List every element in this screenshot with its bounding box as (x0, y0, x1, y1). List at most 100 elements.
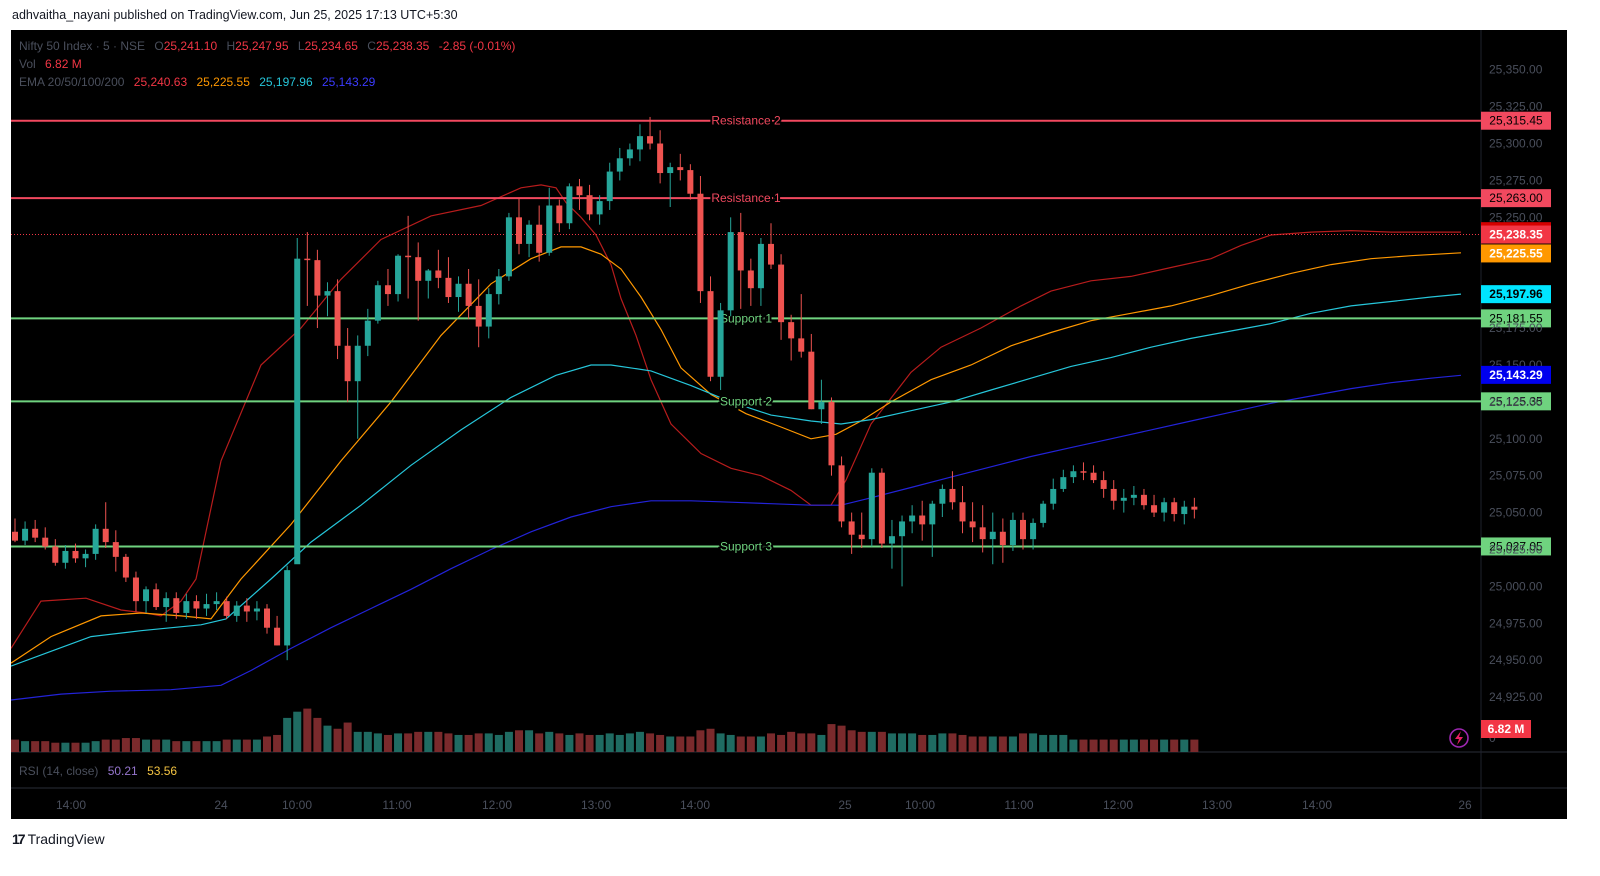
volume-bar (152, 739, 161, 752)
volume-bar (1150, 739, 1159, 752)
volume-bar (424, 731, 433, 752)
candle (969, 502, 976, 543)
candle (364, 308, 371, 357)
lightning-icon[interactable] (1449, 728, 1469, 748)
volume-bar (61, 742, 70, 752)
volume-bar (131, 738, 140, 752)
price-tag: 25,225.55 (1481, 244, 1551, 263)
candle (22, 521, 29, 546)
candle (909, 505, 916, 534)
legend-rsi: RSI (14, close) 50.21 53.56 (19, 764, 183, 778)
volume-bar (71, 742, 80, 752)
volume-bar (363, 731, 372, 752)
price-tag-text: 25,197.96 (1489, 287, 1543, 301)
candle-body (364, 320, 371, 346)
volume-bar (615, 734, 624, 752)
legend-low-label: L (297, 39, 305, 53)
candle (425, 269, 432, 299)
level-label: Resistance 2 (711, 114, 781, 128)
price-tick-label: 25,275.00 (1489, 173, 1543, 187)
candle-body (576, 186, 583, 196)
candle-body (858, 534, 865, 540)
candle (122, 553, 129, 582)
volume-bar (21, 741, 30, 752)
candle-body (939, 488, 946, 504)
candle (505, 212, 512, 281)
candle (1151, 494, 1158, 517)
candle (778, 254, 785, 340)
volume-bar (877, 731, 886, 752)
candle-body (354, 345, 361, 382)
price-tag-text: 25,238.35 (1489, 228, 1543, 242)
volume-bar (807, 733, 816, 752)
level-lines: Resistance 2 25,315.45 Resistance 1 25,263.… (11, 111, 1551, 556)
volume-bar (1008, 736, 1017, 752)
volume-bar (162, 739, 171, 752)
candle-body (566, 186, 573, 224)
candle-body (1030, 522, 1037, 540)
volume-bar (515, 730, 523, 752)
candle (304, 232, 311, 306)
candle-body (395, 255, 402, 295)
volume-bar (252, 739, 261, 752)
volume-bar (394, 733, 403, 752)
price-tag-text: 25,143.29 (1489, 368, 1543, 382)
volume-bar (736, 736, 745, 752)
candle-body (1171, 502, 1178, 515)
chart-canvas[interactable]: Resistance 2 25,315.45 Resistance 1 25,263.… (11, 30, 1567, 819)
candles (12, 116, 1198, 661)
chart-panel[interactable]: Resistance 2 25,315.45 Resistance 1 25,263.… (11, 30, 1567, 819)
candle-body (667, 167, 674, 174)
candle (294, 238, 301, 565)
volume-bar (323, 725, 332, 752)
candle-body (818, 401, 825, 410)
candle-body (505, 217, 512, 277)
volume-bar (595, 734, 604, 752)
level-tag-text: 25,315.45 (1489, 114, 1543, 128)
candle (1030, 518, 1037, 550)
time-tick-label: 24 (214, 798, 228, 812)
candle (1070, 465, 1077, 484)
candle (586, 184, 593, 221)
candle (878, 468, 885, 548)
candle-body (727, 232, 734, 311)
candle (667, 162, 674, 207)
legend-high: 25,247.95 (235, 39, 289, 53)
volume-tag-bg (1481, 720, 1531, 738)
candle (12, 518, 18, 543)
candle (334, 279, 341, 360)
candle-body (556, 205, 563, 224)
candle (112, 530, 119, 572)
candle-body (445, 277, 452, 298)
time-tick-label: 10:00 (282, 798, 312, 812)
tradingview-logo[interactable]: 17 TradingView (12, 831, 105, 847)
candle (203, 593, 210, 616)
candle-body (294, 258, 301, 565)
level-axis-tag: 25,263.00 (1481, 189, 1551, 208)
candle (657, 130, 664, 184)
ema-line-ema-20 (11, 184, 1461, 649)
publisher-line: adhvaitha_nayani published on TradingVie… (12, 8, 458, 22)
level-label: Support 1 (720, 311, 772, 325)
volume-bar (1160, 739, 1169, 752)
volume-bar (474, 733, 483, 752)
candle-body (1151, 505, 1158, 513)
candle-body (687, 170, 694, 194)
level-label: Support 3 (720, 539, 772, 553)
candle-body (848, 521, 855, 535)
candle (455, 276, 462, 312)
legend-rsi-value: 50.21 (107, 764, 138, 778)
candle-body (253, 608, 260, 612)
candle-body (495, 276, 502, 295)
price-tick-label: 25,025.00 (1489, 542, 1543, 556)
time-tick-label: 12:00 (1103, 798, 1133, 812)
candle (1181, 500, 1188, 525)
volume-bar (31, 741, 40, 752)
time-tick-label: 13:00 (581, 798, 611, 812)
volume-bar (454, 734, 463, 752)
candle (868, 468, 875, 547)
candle-body (384, 285, 391, 295)
legend-vol-label: Vol (19, 57, 36, 71)
legend-ohlc: Nifty 50 Index · 5 · NSE O25,241.10 H25,… (19, 39, 521, 53)
volume-bar (172, 741, 181, 752)
